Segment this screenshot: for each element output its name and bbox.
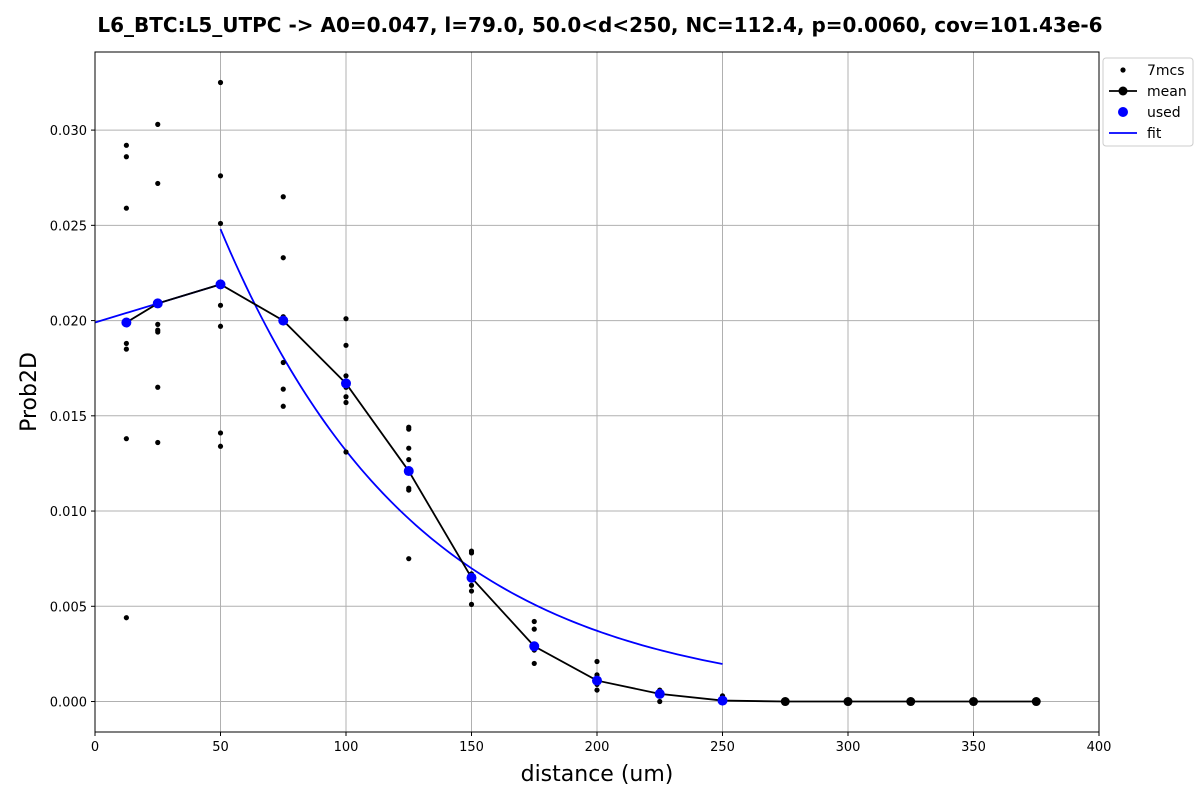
sample-point — [531, 618, 537, 625]
sample-point — [123, 205, 129, 211]
sample-point — [217, 302, 224, 308]
used-point — [466, 572, 477, 583]
used-point — [215, 279, 226, 290]
legend-used-marker — [1118, 107, 1128, 117]
sample-point — [343, 449, 349, 455]
y-tick-label: 0.020 — [50, 315, 87, 330]
y-tick-label: 0.030 — [50, 124, 87, 139]
sample-point — [217, 430, 224, 436]
sample-point — [217, 443, 224, 449]
y-tick-label: 0.000 — [50, 696, 87, 711]
grid-layer — [94, 52, 1100, 732]
sample-point — [406, 457, 412, 463]
mean-point — [906, 697, 916, 707]
sample-point — [280, 386, 286, 392]
y-tick-label: 0.005 — [50, 600, 87, 615]
sample-point — [217, 323, 224, 329]
sample-point — [343, 342, 349, 348]
used-point — [152, 298, 163, 309]
sample-point — [343, 394, 349, 400]
used-point — [717, 695, 728, 706]
fit-line — [219, 228, 723, 665]
sample-point — [155, 439, 161, 446]
sample-point — [468, 588, 475, 594]
used-point — [403, 466, 414, 477]
x-tick-label: 200 — [585, 740, 610, 755]
x-tick-label: 150 — [459, 740, 484, 755]
legend-7mcs-marker — [1120, 67, 1126, 73]
sample-point — [657, 698, 663, 705]
sample-point — [155, 329, 161, 335]
used-point — [278, 315, 289, 326]
sample-point — [123, 346, 129, 352]
y-tick-label: 0.010 — [50, 505, 87, 520]
mean-point — [780, 697, 790, 707]
sample-point — [155, 384, 161, 390]
sample-point — [123, 154, 129, 160]
sample-point — [468, 550, 475, 556]
sample-point — [406, 487, 412, 493]
sample-point — [123, 340, 129, 347]
x-tick-label: 100 — [334, 740, 359, 755]
sample-point — [406, 556, 412, 562]
used-point — [341, 378, 351, 389]
sample-point — [217, 173, 224, 179]
sample-point — [468, 601, 475, 607]
sample-point — [594, 658, 600, 665]
x-tick-label: 300 — [836, 740, 861, 755]
sample-point — [343, 399, 349, 406]
sample-point — [531, 626, 537, 632]
sample-points-layer — [123, 79, 726, 705]
sample-point — [280, 194, 286, 200]
x-tick-label: 400 — [1087, 740, 1112, 755]
y-tick-label: 0.015 — [50, 410, 87, 425]
sample-point — [594, 687, 600, 693]
legend-label-7mcs: 7mcs — [1147, 63, 1185, 79]
sample-point — [468, 582, 475, 588]
x-axis-label: distance (um) — [521, 762, 674, 787]
sample-point — [123, 436, 129, 442]
sample-point — [406, 445, 412, 451]
sample-point — [280, 403, 286, 409]
sample-point — [155, 180, 161, 187]
axis-ticks-layer: 0 50 100 150 200 250 300 350 400 0.000 0.005 0.010 0… — [50, 124, 1112, 755]
sample-point — [217, 220, 224, 227]
sample-point — [343, 316, 349, 322]
used-point — [529, 641, 540, 652]
legend-label-used: used — [1147, 105, 1181, 121]
sample-point — [343, 373, 349, 379]
mean-point — [843, 697, 853, 707]
x-tick-label: 50 — [212, 740, 229, 755]
sample-point — [280, 255, 286, 261]
legend-box — [1102, 57, 1194, 147]
legend-label-fit: fit — [1147, 126, 1162, 142]
chart-title: L6_BTC:L5_UTPC -> A0=0.047, l=79.0, 50.0… — [97, 13, 1102, 37]
used-point — [592, 675, 602, 686]
sample-point — [280, 359, 286, 366]
mean-point — [969, 697, 978, 707]
legend: 7mcs mean used fit — [1102, 57, 1194, 147]
used-series-layer — [121, 279, 728, 706]
sample-point — [155, 321, 161, 327]
used-point — [654, 688, 665, 699]
y-tick-label: 0.025 — [50, 219, 87, 234]
mean-series-layer — [121, 279, 1041, 707]
mean-line — [125, 283, 1037, 703]
sample-point — [217, 79, 224, 86]
sample-point — [155, 121, 161, 127]
y-axis-label: Prob2D — [17, 352, 42, 432]
sample-point — [123, 142, 129, 148]
legend-mean-marker — [1118, 86, 1128, 96]
x-tick-label: 350 — [961, 740, 986, 755]
used-point — [121, 317, 132, 328]
sample-point — [531, 660, 537, 667]
sample-point — [406, 426, 412, 432]
legend-label-mean: mean — [1147, 84, 1187, 100]
x-tick-label: 250 — [710, 740, 735, 755]
x-tick-label: 0 — [91, 740, 99, 755]
mean-point — [1031, 697, 1041, 707]
sample-point — [123, 615, 129, 621]
